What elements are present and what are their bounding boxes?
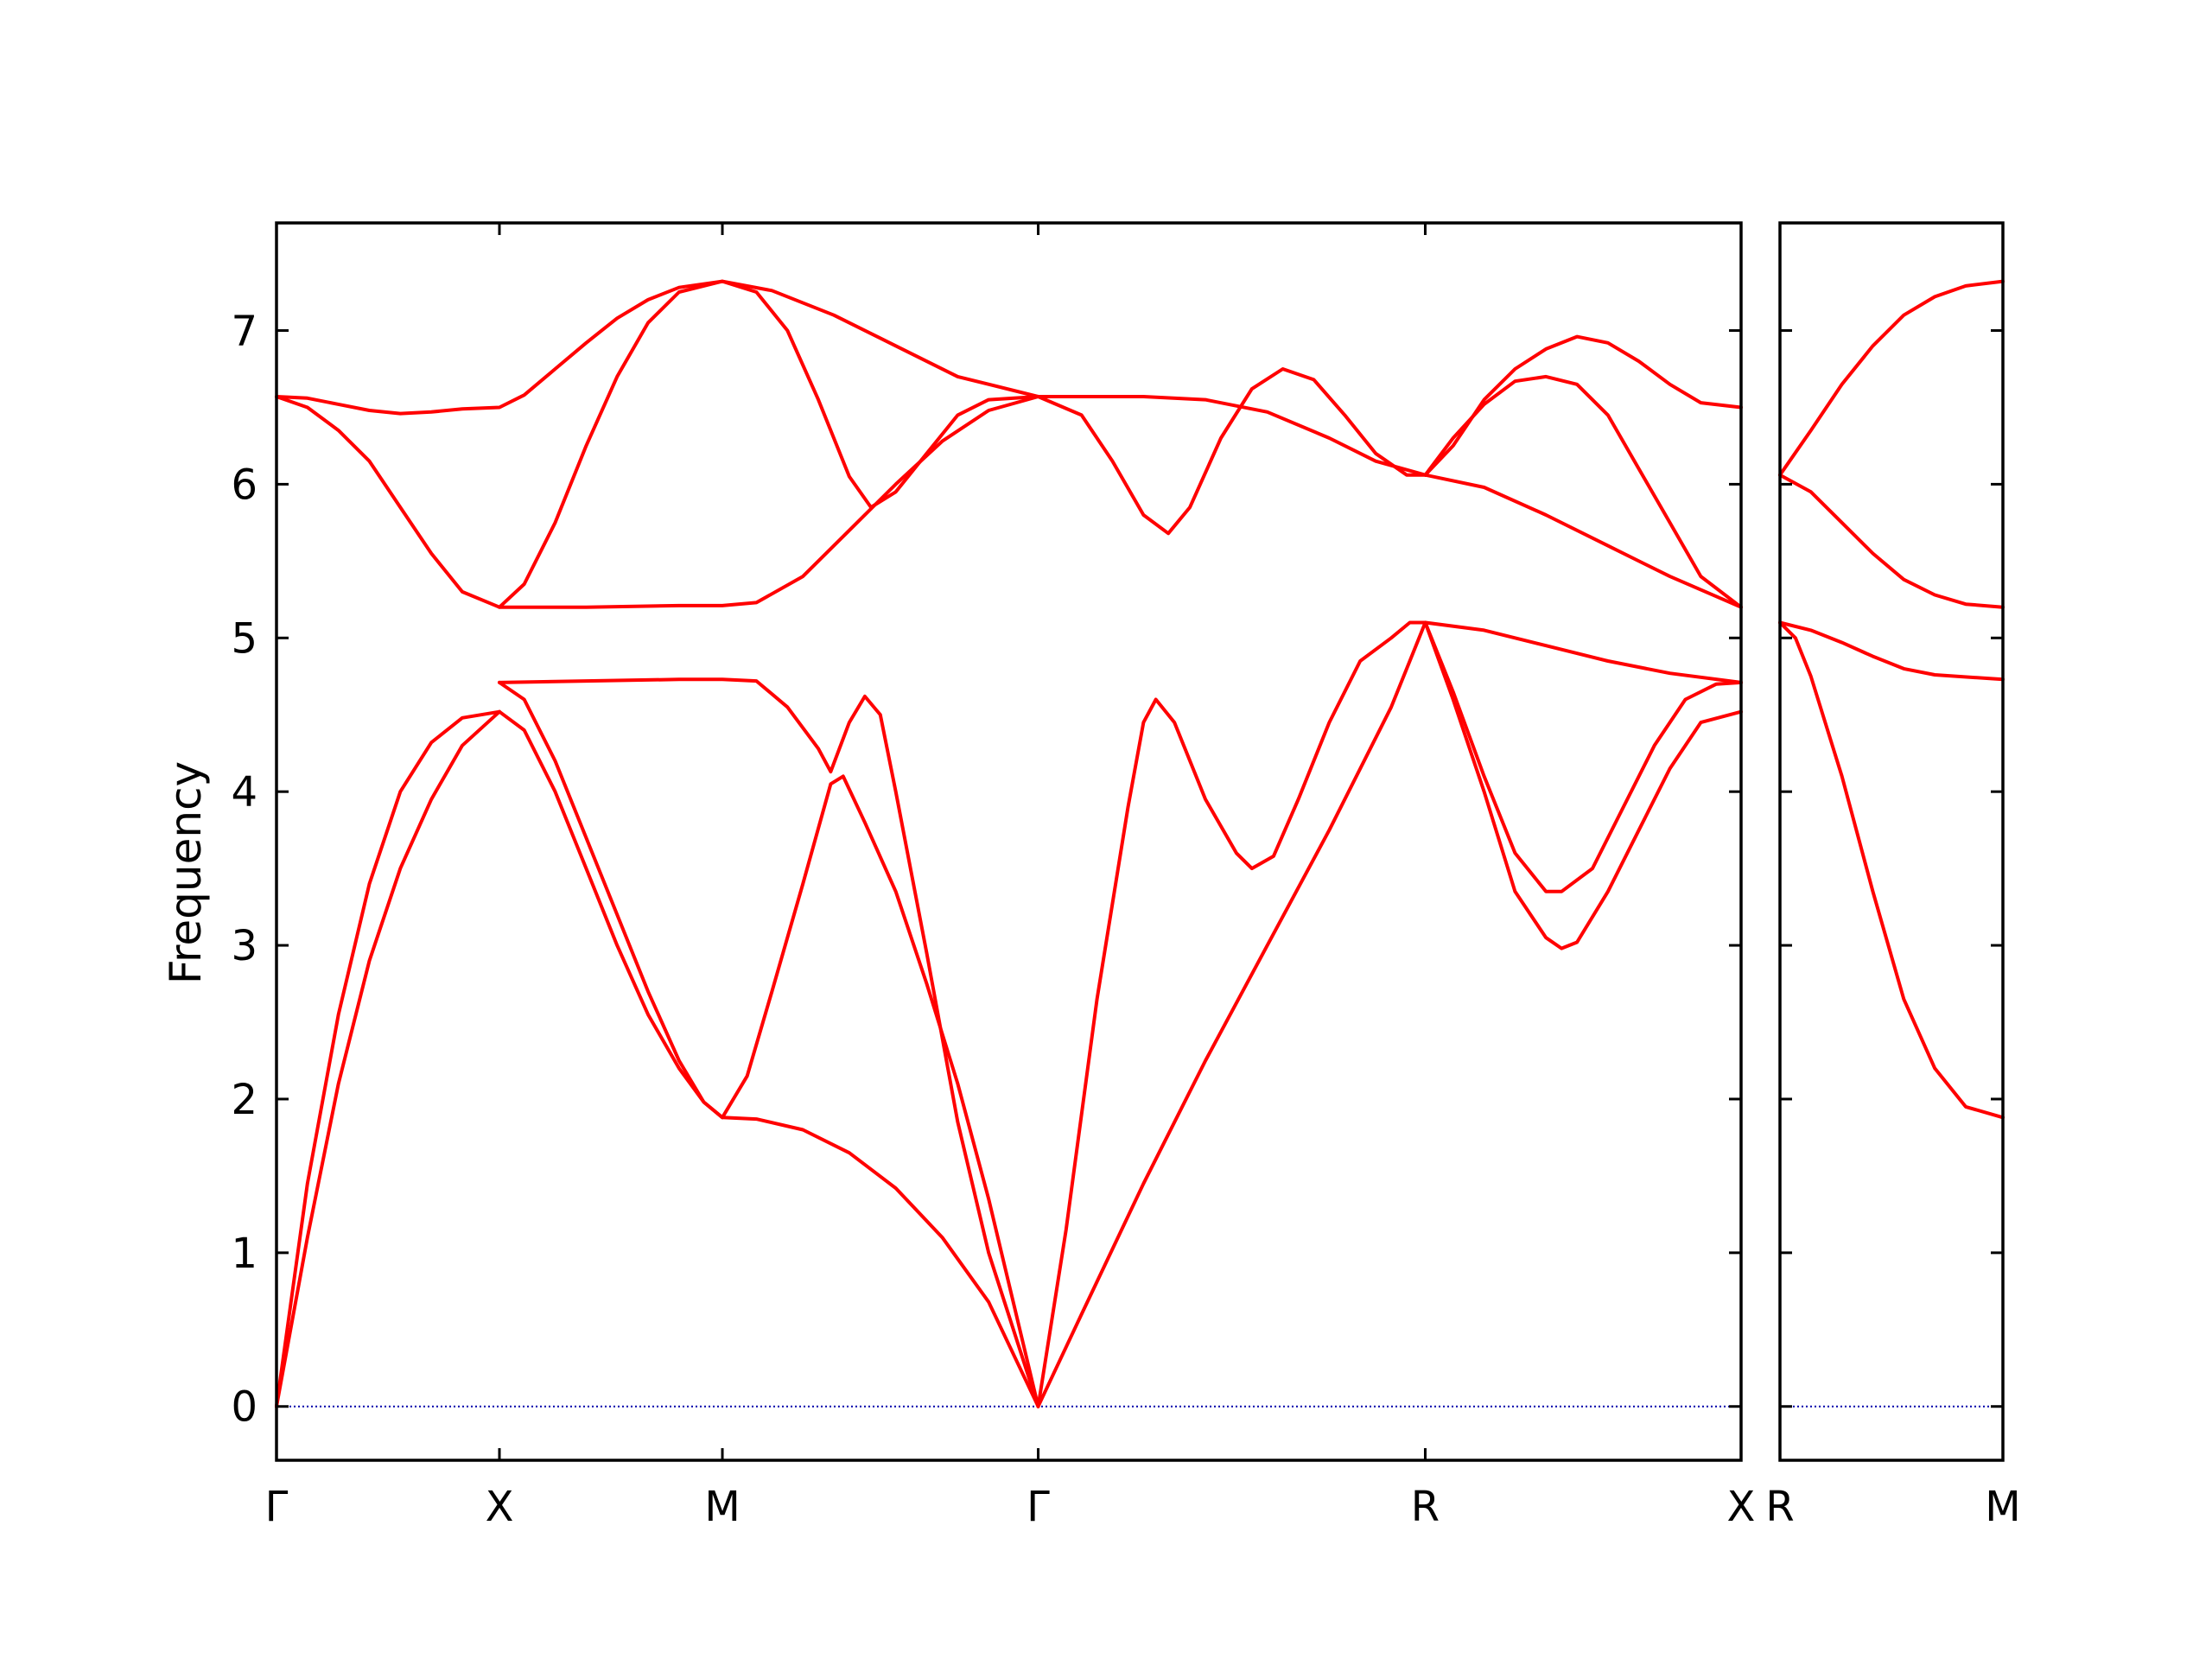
band-line-6 — [1036, 620, 1427, 1408]
plot-frame — [275, 221, 1743, 1462]
band-line-3 — [1778, 620, 2005, 682]
band-line-1 — [1778, 279, 2005, 477]
band-line-7 — [1423, 620, 1743, 893]
y-tick-label: 0 — [231, 1383, 257, 1432]
band-line-9 — [1423, 620, 1743, 684]
y-axis-label: Frequency — [161, 761, 211, 984]
band-line-17 — [1423, 473, 1743, 609]
band-line-14 — [1036, 395, 1427, 477]
band-line-2 — [275, 709, 501, 1408]
band-line-12 — [498, 395, 1040, 609]
band-line-16 — [1423, 374, 1743, 609]
x-tick-label: Γ — [265, 1483, 289, 1531]
y-tick-label: 1 — [231, 1230, 257, 1278]
plot-frame — [1778, 221, 2005, 1462]
x-tick-label: M — [1985, 1483, 2020, 1531]
y-tick-label: 3 — [231, 922, 257, 970]
band-line-4 — [1778, 620, 2005, 1120]
x-tick-label: R — [1411, 1483, 1440, 1531]
x-tick-label: M — [704, 1483, 740, 1531]
y-tick-label: 5 — [231, 614, 257, 663]
band-line-2 — [1778, 473, 2005, 609]
main-panel: 0 1 2 3 4 5 6 7 Γ X M Γ R X — [231, 221, 1756, 1531]
band-line-3 — [498, 680, 1040, 1408]
x-tick-label: Γ — [1027, 1483, 1050, 1531]
band-line-11 — [275, 279, 1040, 609]
band-line-13 — [1036, 367, 1427, 536]
x-tick-label: R — [1765, 1483, 1794, 1531]
x-tick-label: X — [1727, 1483, 1756, 1531]
band-line-15 — [1423, 334, 1743, 477]
y-tick-label: 6 — [231, 461, 257, 509]
y-tick-label: 2 — [231, 1076, 257, 1124]
band-line-5 — [1036, 620, 1427, 1408]
band-line-10 — [275, 279, 1040, 416]
x-tick-label: X — [486, 1483, 514, 1531]
band-line-8 — [1423, 620, 1743, 950]
band-line-4 — [498, 677, 1040, 1408]
band-line-1 — [275, 709, 1040, 1408]
y-tick-label: 7 — [231, 308, 257, 356]
y-tick-label: 4 — [231, 768, 257, 817]
